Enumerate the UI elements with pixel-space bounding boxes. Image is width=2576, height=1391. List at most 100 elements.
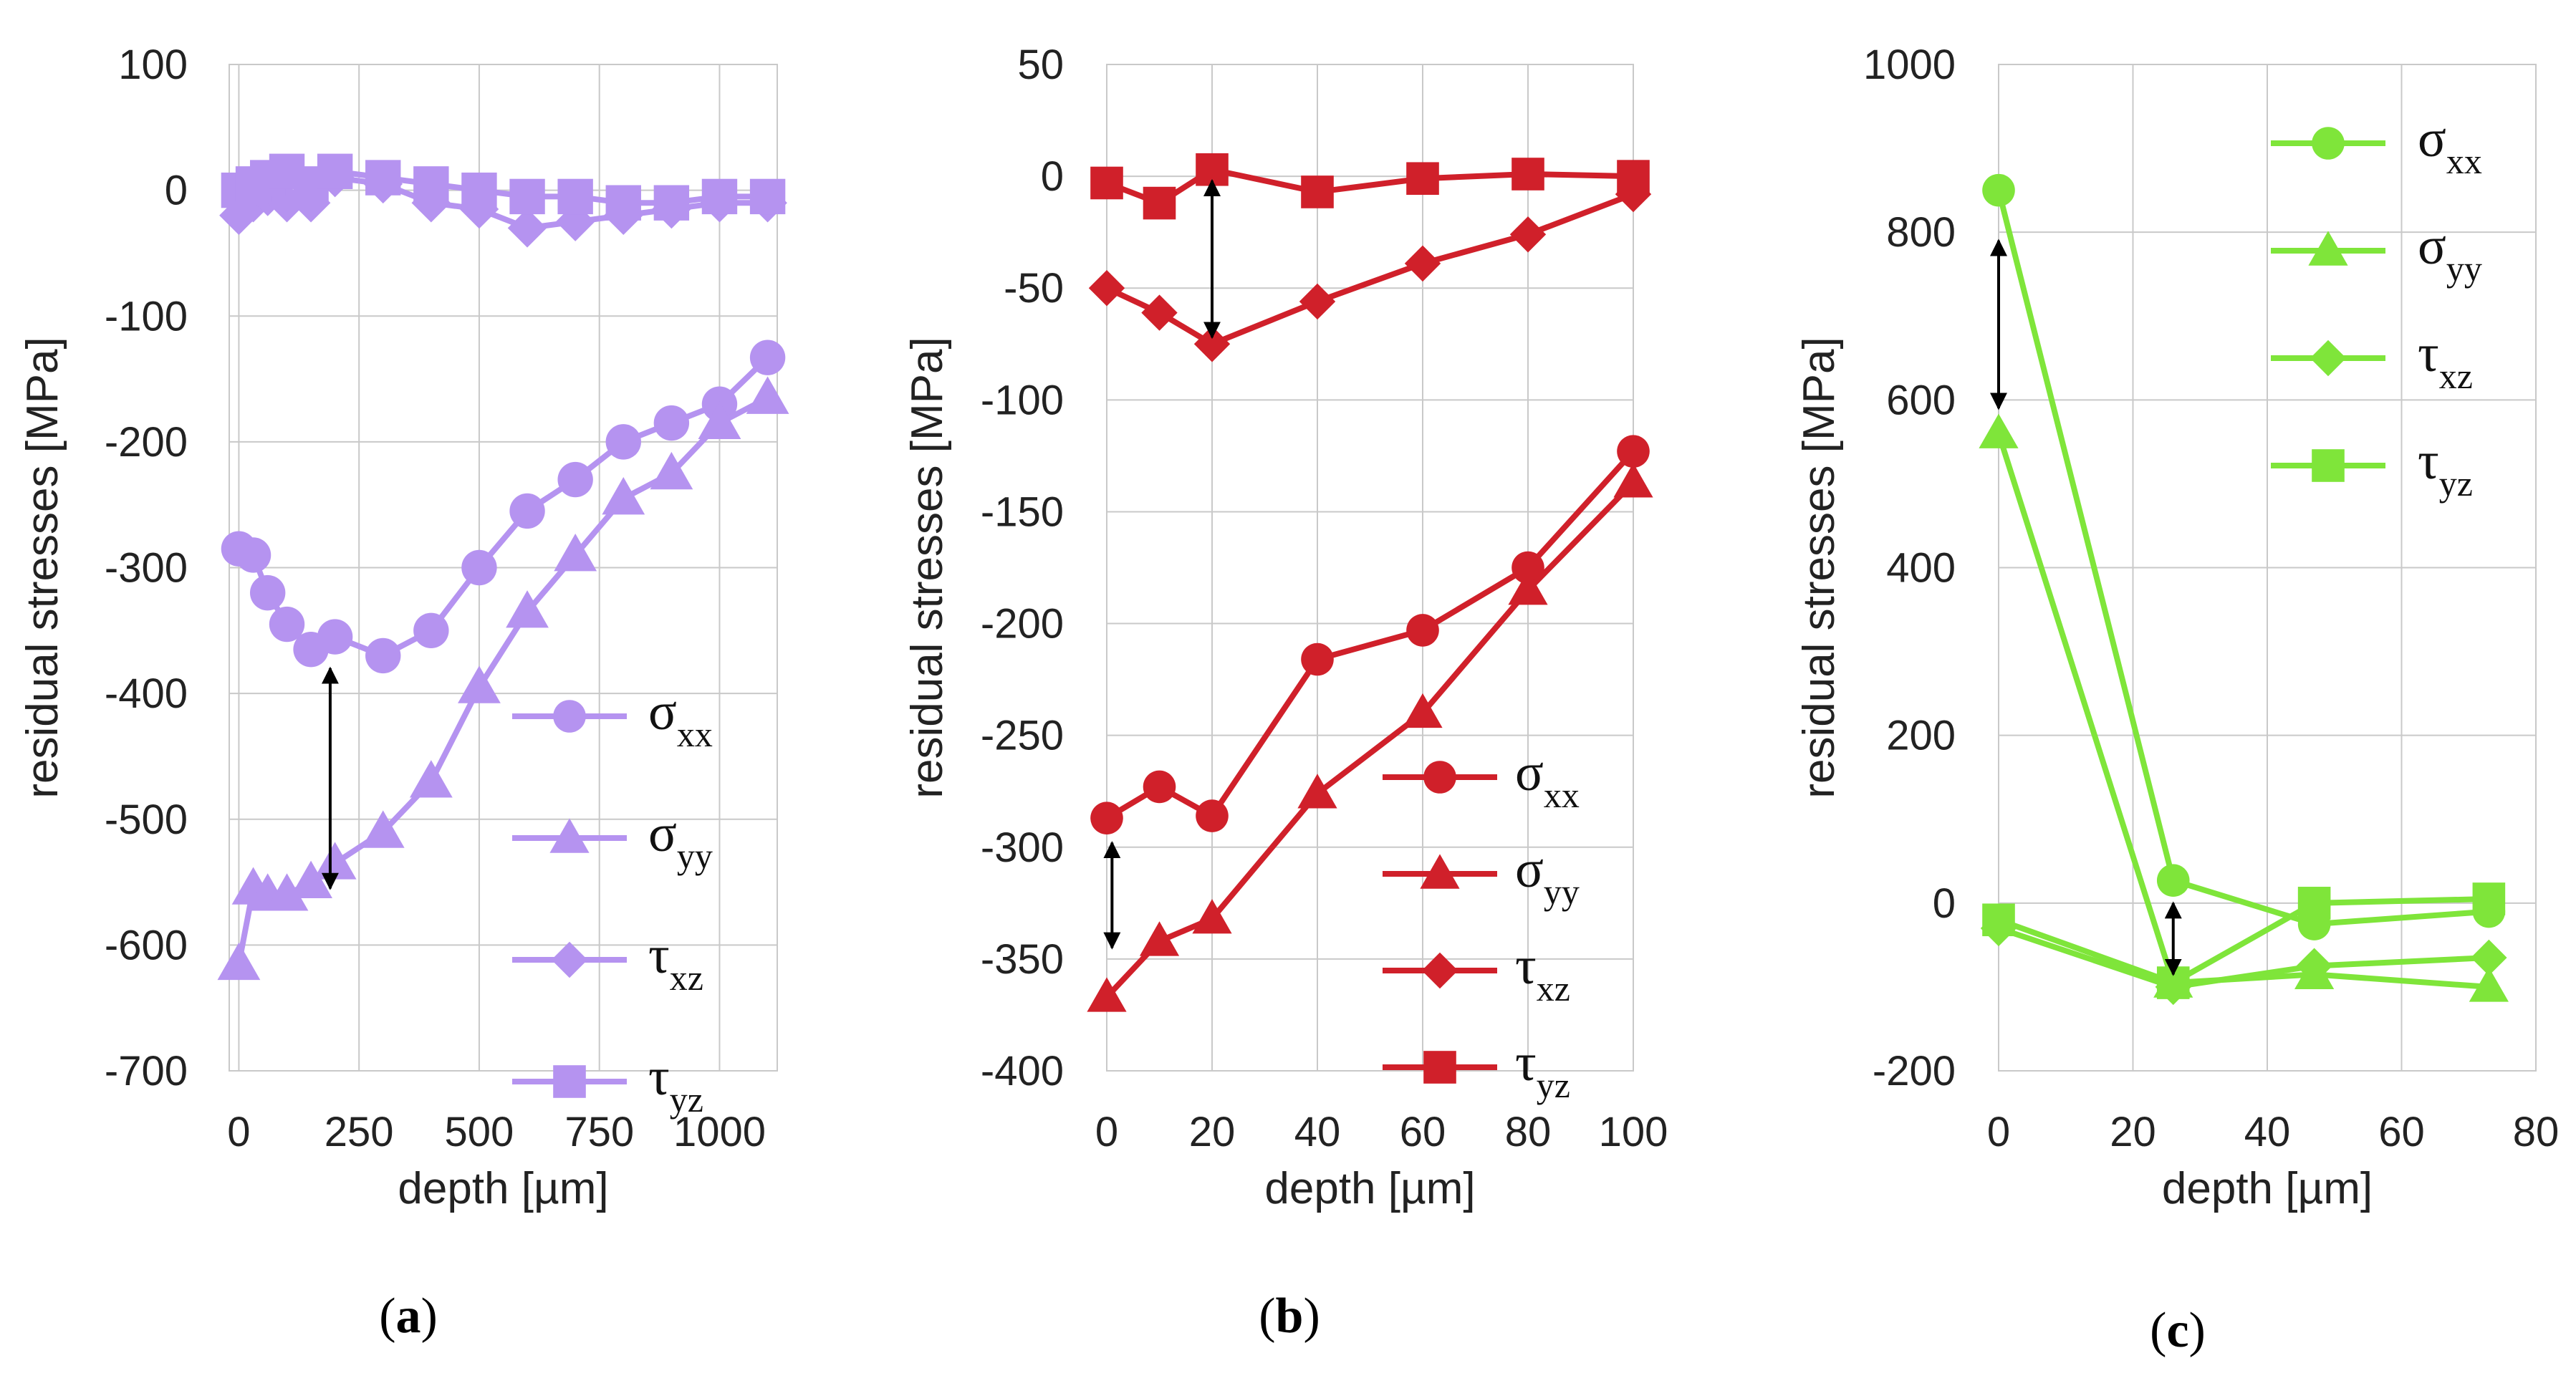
x-tick-label: 0 (1095, 1109, 1118, 1155)
data-point-yz (2472, 882, 2506, 915)
series-line-xx (237, 355, 770, 659)
legend-subscript: xz (1537, 968, 1570, 1009)
legend-marker (2312, 449, 2345, 482)
data-point-xx (1196, 799, 1229, 832)
x-tick-label: 100 (1599, 1109, 1668, 1155)
x-tick-label: 60 (2378, 1109, 2425, 1155)
legend-label-yy: σyy (648, 804, 713, 876)
legend-subscript: yz (1537, 1065, 1570, 1105)
x-tick-label: 0 (1987, 1109, 2010, 1155)
x-tick-label: 60 (1400, 1109, 1446, 1155)
y-tick-label: -300 (981, 824, 1064, 871)
data-point-xx (605, 424, 641, 460)
data-point-yz (1301, 175, 1334, 208)
caption-part: ( (1259, 1289, 1275, 1344)
series-line-yy (1105, 481, 1635, 999)
caption-part: ( (379, 1289, 395, 1344)
data-point-xx (413, 612, 449, 649)
x-tick-label: 20 (1189, 1109, 1236, 1155)
legend-marker (2310, 340, 2347, 377)
caption-part: ) (2189, 1303, 2206, 1358)
data-point-yy (1508, 570, 1548, 605)
data-point-yy (698, 401, 741, 439)
panel-caption: (a) (379, 1289, 438, 1344)
data-point-xx (1617, 435, 1650, 468)
data-point-yz (1090, 166, 1123, 200)
data-point-yy (361, 810, 405, 848)
legend-label-xz: τxz (1515, 937, 1570, 1009)
y-tick-label: -300 (105, 545, 188, 592)
y-axis-label: residual stresses [MPa] (1794, 337, 1844, 798)
data-point-xz (1141, 294, 1178, 331)
caption-part: ) (421, 1289, 438, 1344)
data-point-yy (313, 842, 357, 880)
y-tick-label: -200 (1873, 1048, 1956, 1094)
legend-marker (1421, 952, 1458, 989)
legend-marker (553, 700, 586, 733)
y-axis-label: residual stresses [MPa] (903, 337, 952, 798)
data-point-xx (317, 619, 353, 655)
series-line-xx (1996, 189, 2489, 928)
panel-b: 50 0 -50 -100 -150 -200 -250 -300 -350 -400 0 20 40 6… (903, 42, 1668, 1344)
caption-part: c (2166, 1303, 2188, 1358)
data-point-yy (554, 534, 597, 572)
data-point-yy (1139, 921, 1180, 956)
data-point-yy (217, 942, 261, 981)
legend-subscript: yy (677, 836, 713, 876)
y-tick-label: -700 (105, 1048, 188, 1094)
legend-marker (553, 1065, 586, 1098)
data-point-yy (1403, 693, 1443, 728)
data-point-xx (235, 537, 271, 573)
legend-marker (551, 941, 588, 978)
panel-c: 1000 800 600 400 200 0 -200 0 20 40 60 80 depth [µm]… (1794, 42, 2559, 1358)
x-tick-label: 750 (564, 1109, 634, 1155)
data-point-yy (409, 760, 453, 798)
data-point-xx (509, 493, 545, 529)
x-axis-label: depth [µm] (2162, 1164, 2373, 1213)
y-tick-label: 400 (1886, 545, 1956, 592)
legend-subscript: yy (1544, 872, 1580, 912)
plot-frame (1106, 64, 1634, 1072)
y-tick-label: -500 (105, 796, 188, 843)
panel-caption: (c) (2150, 1303, 2206, 1358)
data-point-xx (1090, 802, 1123, 834)
data-point-yz (1406, 162, 1439, 196)
legend-subscript: xz (2439, 356, 2473, 396)
series-line-yz (1105, 166, 1634, 206)
data-point-yz (749, 178, 786, 215)
y-tick-label: 800 (1886, 209, 1956, 256)
legend-subscript: yz (670, 1079, 703, 1120)
data-point-yy (602, 477, 645, 515)
caption-part: b (1276, 1289, 1304, 1344)
legend-label-yy: σyy (2418, 217, 2482, 289)
y-tick-label: -200 (981, 601, 1064, 648)
data-point-yz (2297, 887, 2331, 920)
data-point-yy (1613, 463, 1653, 498)
y-tick-label: -400 (105, 670, 188, 717)
data-point-yy (1979, 413, 2019, 448)
data-point-yy (1087, 977, 1127, 1012)
data-point-xx (557, 461, 593, 498)
legend-label-xx: σxx (1515, 743, 1580, 815)
data-point-xx (653, 405, 690, 441)
y-tick-label: 200 (1886, 713, 1956, 759)
data-point-xx (749, 340, 786, 375)
data-point-yz (1143, 186, 1176, 220)
data-point-yy (458, 665, 501, 703)
legend-subscript: xx (1544, 775, 1580, 815)
data-point-xz (2471, 939, 2507, 976)
legend-marker (549, 818, 590, 853)
legend-label-yz: τyz (648, 1048, 703, 1120)
y-tick-label: 0 (165, 168, 188, 214)
y-tick-label: -150 (981, 488, 1064, 535)
data-point-yy (506, 590, 549, 628)
data-point-yy (650, 451, 693, 490)
legend-marker (1420, 854, 1460, 889)
data-point-xz (1088, 270, 1125, 307)
data-point-xx (1512, 551, 1544, 584)
y-tick-label: -100 (105, 293, 188, 340)
data-point-xz (1404, 245, 1441, 282)
legend-subscript: yy (2446, 249, 2482, 289)
y-tick-label: -600 (105, 922, 188, 968)
